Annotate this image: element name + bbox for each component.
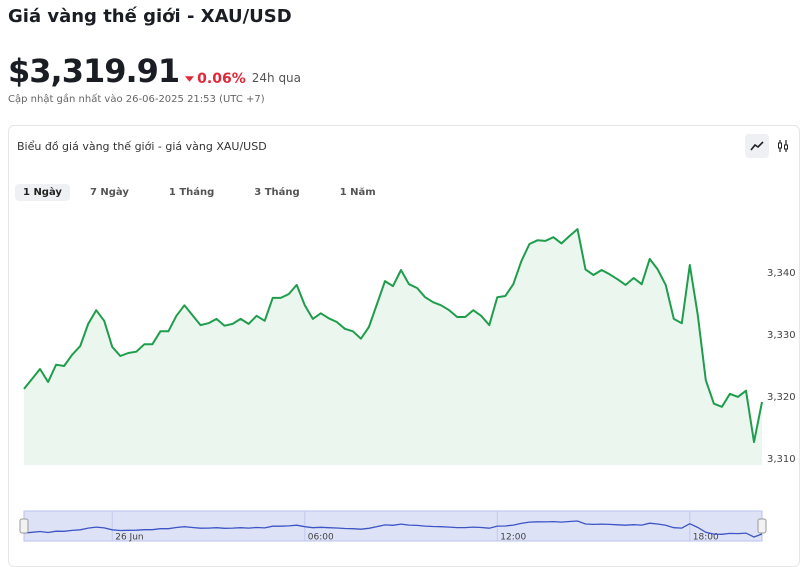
y-tick-label: 3,330 [767,330,796,341]
candle-chart-button[interactable] [771,134,795,158]
range-tab[interactable]: 1 Tháng [168,187,215,198]
y-tick-label: 3,310 [767,454,796,465]
navigator-bg [23,510,763,542]
range-tab[interactable]: 3 Tháng [254,187,300,198]
x-tick-label: 18:00 [693,533,719,543]
y-tick-label: 3,340 [767,268,796,279]
x-tick-label: 26 Jun [115,533,143,543]
chart: 3,310 3,320 3,330 3,340 26 Jun 06:00 12:00 18:0… [19,228,796,543]
line-icon [750,141,764,151]
down-arrow [185,76,195,82]
page-title: Giá vàng thế giới - XAU/USD [8,6,292,27]
change: 0.06% [185,71,246,87]
area-fill [24,229,762,465]
navigator-line [23,520,763,538]
line-chart-button[interactable] [745,134,769,158]
page: XAU/USD html, body { margin: 0; padding:… [8,6,800,567]
change-value: 0.06% [197,71,246,87]
range-tab[interactable]: 1 Năm [339,187,376,198]
candle-icon [778,140,788,152]
navigator-handle[interactable] [19,518,29,534]
range-tab[interactable]: 1 Ngày [15,184,70,201]
range-tabs: 1 Ngày 7 Ngày 1 Tháng 3 Tháng 1 Năm [15,184,402,201]
body: {"header": {"title": "Giá vàng thế giới … [8,6,800,567]
range-tab[interactable]: 7 Ngày [89,187,129,198]
x-tick-label: 06:00 [308,533,334,543]
y-tick-label: 3,320 [767,392,796,403]
navigator-handle[interactable] [757,518,767,534]
card-title: Biểu đồ giá vàng thế giới - giá vàng XAU… [17,140,267,153]
price: $3,319.91 [8,52,180,90]
period: 24h qua [251,71,302,85]
price-row: $3,319.91 0.06% 24h qua [8,52,301,90]
x-tick-label: 12:00 [500,533,526,543]
chart-type-switch [745,134,795,158]
price-line [23,228,763,444]
updated-time: Cập nhật gần nhất vào 26-06-2025 21:53 (… [8,94,265,105]
